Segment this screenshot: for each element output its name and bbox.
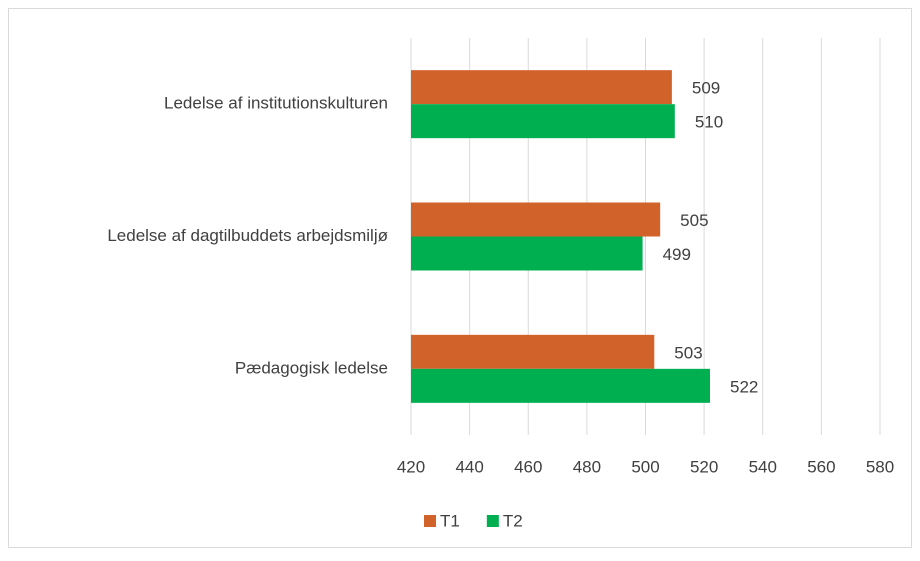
category-label: Ledelse af institutionskulturen bbox=[164, 94, 388, 113]
value-label: 522 bbox=[730, 377, 758, 396]
legend-swatch bbox=[424, 515, 436, 527]
value-label: 503 bbox=[674, 343, 702, 362]
bar bbox=[411, 104, 675, 139]
x-tick-label: 500 bbox=[631, 457, 659, 476]
value-label: 509 bbox=[692, 79, 720, 98]
x-tick-label: 560 bbox=[807, 457, 835, 476]
category-label: Pædagogisk ledelse bbox=[235, 358, 388, 377]
legend-swatch bbox=[486, 515, 499, 527]
x-tick-label: 580 bbox=[866, 457, 894, 476]
category-label: Ledelse af dagtilbuddets arbejdsmiljø bbox=[107, 226, 388, 245]
legend-label: T1 bbox=[440, 511, 460, 530]
bar bbox=[411, 334, 655, 369]
x-tick-label: 520 bbox=[690, 457, 718, 476]
bar bbox=[411, 70, 672, 105]
x-tick-label: 540 bbox=[749, 457, 777, 476]
bar bbox=[411, 368, 710, 403]
x-tick-label: 440 bbox=[455, 457, 483, 476]
bar bbox=[411, 236, 643, 271]
value-label: 510 bbox=[695, 113, 723, 132]
x-tick-label: 460 bbox=[514, 457, 542, 476]
x-tick-label: 480 bbox=[573, 457, 601, 476]
value-label: 505 bbox=[680, 211, 708, 230]
value-label: 499 bbox=[663, 245, 691, 264]
x-tick-label: 420 bbox=[397, 457, 425, 476]
bar bbox=[411, 202, 661, 237]
legend-label: T2 bbox=[503, 511, 523, 530]
